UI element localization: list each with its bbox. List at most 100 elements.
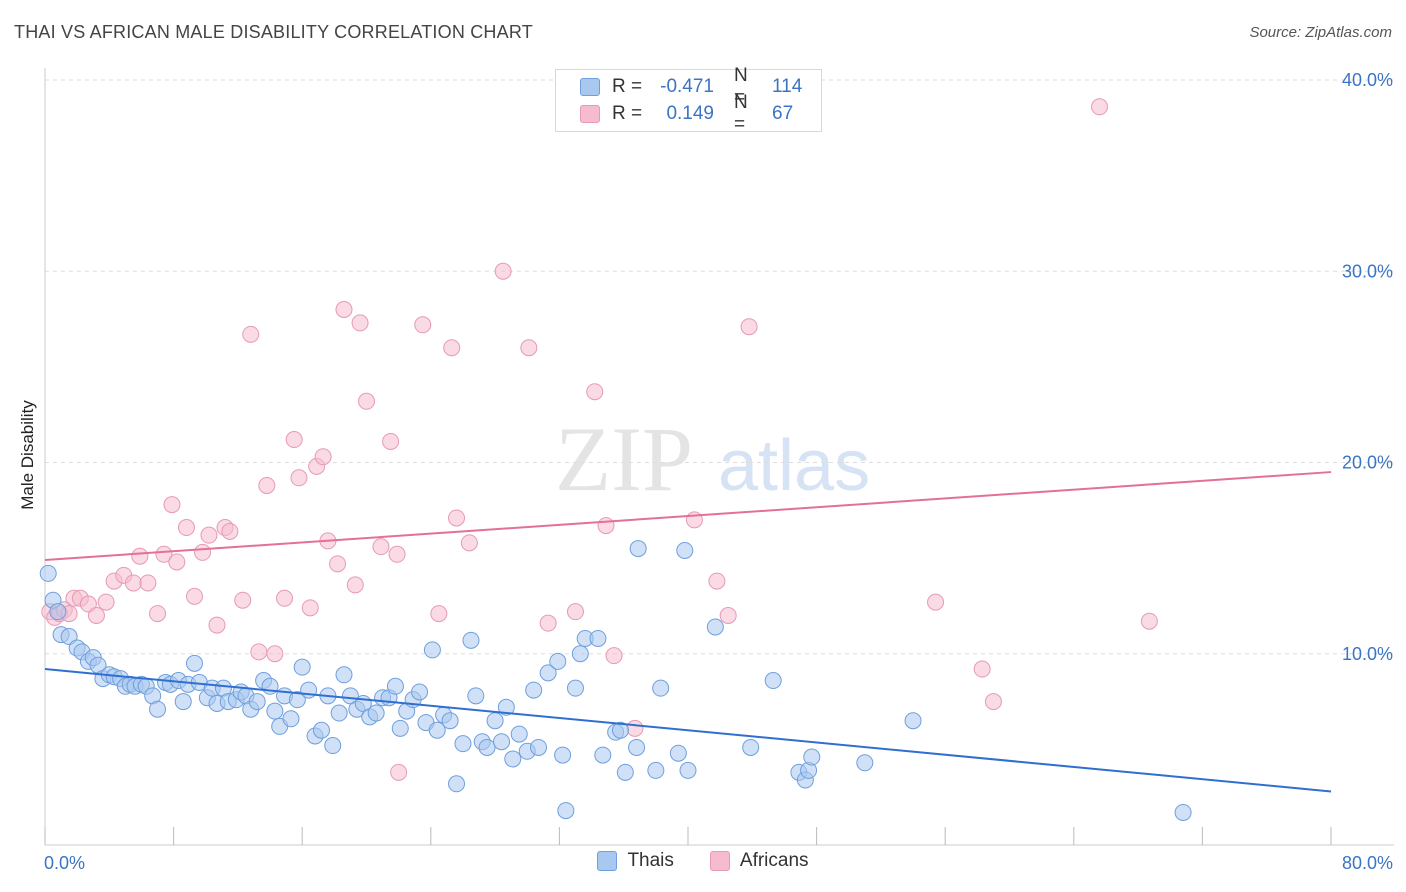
thais-point — [652, 679, 670, 697]
africans-point — [285, 431, 303, 449]
thais-point — [679, 761, 697, 779]
thais-point — [530, 738, 548, 756]
legend-item-thais[interactable]: Thais — [597, 850, 674, 872]
africans-point — [740, 318, 758, 336]
africans-point — [1140, 612, 1158, 630]
africans-point — [372, 538, 390, 556]
thais-point — [539, 664, 557, 682]
africans-point — [586, 383, 604, 401]
thais-point — [248, 693, 266, 711]
africans-point — [984, 693, 1002, 711]
legend-row-thais: R = -0.471 N = 114 — [580, 65, 802, 108]
thais-point — [266, 702, 284, 720]
thais-point — [288, 691, 306, 709]
africans-point — [388, 545, 406, 563]
africans-point — [448, 509, 466, 527]
africans-point — [258, 476, 276, 494]
thais-point — [557, 802, 575, 820]
thais-point — [467, 687, 485, 705]
y-tick-label: 10.0% — [1342, 644, 1393, 664]
thais-point — [706, 618, 724, 636]
thais-point — [571, 645, 589, 663]
gridlines — [45, 79, 1394, 655]
africans-point — [626, 719, 644, 737]
thais-point — [386, 677, 404, 695]
series-legend: Thais Africans — [0, 850, 1406, 872]
africans-point — [443, 339, 461, 357]
thais-point — [448, 775, 466, 793]
thais-point — [676, 541, 694, 559]
thais-point — [497, 698, 515, 716]
africans-point — [597, 517, 615, 535]
thais-point — [39, 564, 57, 582]
africans-point — [414, 316, 432, 334]
africans-point — [382, 432, 400, 450]
legend-label-thais: Thais — [627, 850, 674, 871]
thais-point — [367, 704, 385, 722]
thais-point — [185, 654, 203, 672]
thais-point — [856, 754, 874, 772]
africans-swatch — [709, 851, 730, 871]
africans-point — [314, 448, 332, 466]
africans-point — [163, 496, 181, 514]
africans-point — [221, 522, 239, 540]
thais-point — [486, 712, 504, 730]
africans-point — [1091, 98, 1109, 116]
africans-point — [242, 325, 260, 343]
thais-point — [611, 721, 629, 739]
thais-point — [300, 681, 318, 699]
trend-lines — [44, 471, 1332, 793]
thais-point — [803, 748, 821, 766]
africans-point — [266, 645, 284, 663]
africans-point — [358, 392, 375, 410]
n-value: 67 — [772, 103, 794, 124]
chart-title: THAI VS AFRICAN MALE DISABILITY CORRELAT… — [14, 22, 533, 42]
watermark-atlas: atlas — [718, 426, 870, 506]
thais-point — [330, 704, 348, 722]
thais-point — [628, 738, 646, 756]
y-tick-label: 30.0% — [1342, 261, 1393, 281]
watermark: ZIP atlas — [555, 408, 870, 510]
thais-point — [904, 712, 922, 730]
africans-point — [234, 591, 252, 609]
axes — [44, 68, 1394, 846]
tick-labels: 10.0% 20.0% 30.0% 40.0% 0.0% 80.0% — [44, 70, 1393, 873]
thais-point — [1174, 803, 1192, 821]
africans-point — [494, 262, 512, 280]
thais-point — [554, 746, 572, 764]
africans-point — [194, 543, 212, 561]
africans-point — [973, 660, 991, 678]
africans-point — [346, 576, 364, 594]
thais-point — [566, 679, 584, 697]
legend-item-africans[interactable]: Africans — [709, 850, 809, 872]
africans-point — [351, 314, 369, 332]
x-tick-label-max: 80.0% — [1342, 853, 1393, 873]
y-tick-label: 20.0% — [1342, 453, 1393, 473]
africans-point — [97, 593, 115, 611]
africans-point — [155, 545, 173, 563]
africans-point — [460, 534, 478, 552]
x-tick-label-min: 0.0% — [44, 853, 85, 873]
africans-point — [335, 301, 353, 318]
thais-point — [525, 681, 543, 699]
africans-point — [539, 614, 557, 632]
africans-trend-line — [44, 471, 1332, 562]
n-label: N = — [734, 65, 748, 108]
thais-point — [647, 761, 665, 779]
thais-point — [49, 603, 67, 621]
africans-point — [200, 526, 218, 544]
thais-point — [549, 652, 567, 670]
africans-point — [177, 519, 195, 537]
africans-point — [139, 574, 157, 592]
legend-label-africans: Africans — [739, 850, 809, 871]
africans-point — [927, 593, 945, 611]
r-value: 0.149 — [666, 103, 714, 124]
thais-point — [629, 540, 647, 558]
thais-point — [282, 710, 300, 728]
africans-point — [301, 599, 319, 617]
thais-point — [589, 629, 607, 647]
thais-point — [510, 725, 528, 743]
africans-point — [520, 339, 538, 357]
r-label: R = — [612, 76, 643, 97]
thais-swatch — [597, 851, 618, 871]
